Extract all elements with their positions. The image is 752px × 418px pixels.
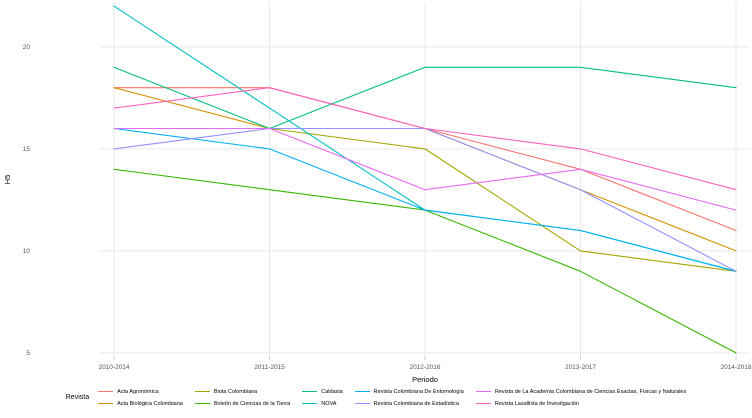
legend-label: Revista Lasallista de Investigación <box>494 400 579 407</box>
legend-swatch <box>302 403 318 404</box>
legend-label: Caldasia <box>321 388 343 395</box>
x-tick-label: 2011-2015 <box>254 364 285 371</box>
legend-label: Acta Biológica Colombiana <box>117 400 183 407</box>
y-tick-label: 20 <box>23 44 31 51</box>
x-tick-label: 2014-2018 <box>720 364 751 371</box>
y-tick-label: 10 <box>23 248 31 255</box>
series-line <box>113 87 737 191</box>
legend-swatch <box>354 403 370 404</box>
legend-swatch <box>98 403 114 404</box>
legend-swatch <box>194 403 210 404</box>
legend-item: Revista Colombiana de Estadística <box>354 400 464 407</box>
line-chart: 5 10 15 20 2010-2014 2011-2015 2012-2016 2013-2… <box>3 2 752 384</box>
legend-items: Acta Agronómica Acta Biológica Colombiana… <box>98 386 686 409</box>
legend-swatch <box>354 391 370 392</box>
legend-item: Revista de La Academia Colombiana de Cie… <box>475 388 687 395</box>
legend-swatch <box>302 391 318 392</box>
y-tick-label: 5 <box>26 350 30 357</box>
chart-legend: Revista Acta Agronómica Acta Biológica Co… <box>0 386 752 409</box>
legend-label: Revista Colombiana de Estadística <box>373 400 459 407</box>
legend-swatch <box>475 391 491 392</box>
legend-item: Revista Lasallista de Investigación <box>475 400 686 407</box>
series-line <box>113 127 737 211</box>
legend-item: NOVA <box>302 401 342 407</box>
legend-title: Revista <box>65 394 90 401</box>
y-tick-label: 15 <box>23 146 31 153</box>
legend-item: Biota Colombiana <box>194 388 290 395</box>
legend-swatch <box>98 391 114 392</box>
x-tick-label: 2013-2017 <box>565 364 596 371</box>
legend-swatch <box>194 391 210 392</box>
legend-swatch <box>475 403 491 404</box>
series-line <box>113 127 737 272</box>
legend-label: Boletín de Ciencias de la Tierra <box>213 400 291 407</box>
legend-item: Revista Colombiana De Entomología <box>354 388 464 395</box>
x-tick-label: 2012-2016 <box>409 364 440 371</box>
legend-label: Acta Agronómica <box>117 388 159 395</box>
series-line <box>113 66 737 130</box>
legend-label: NOVA <box>321 400 337 407</box>
legend-label: Biota Colombiana <box>213 388 258 395</box>
x-axis-title: Periodo <box>412 375 438 384</box>
x-tick-label: 2010-2014 <box>98 364 129 371</box>
y-axis-title: H5 <box>3 175 12 185</box>
legend-item: Boletín de Ciencias de la Tierra <box>194 400 291 407</box>
legend-item: Acta Biológica Colombiana <box>98 401 183 407</box>
legend-label: Revista de La Academia Colombiana de Cie… <box>494 388 687 395</box>
legend-item: Caldasia <box>302 388 343 395</box>
legend-item: Acta Agronómica <box>98 389 183 395</box>
legend-label: Revista Colombiana De Entomología <box>373 388 464 395</box>
